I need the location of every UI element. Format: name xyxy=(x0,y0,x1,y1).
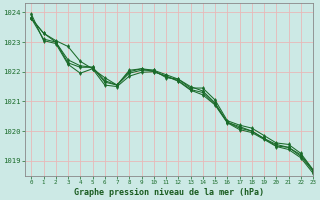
X-axis label: Graphe pression niveau de la mer (hPa): Graphe pression niveau de la mer (hPa) xyxy=(74,188,264,197)
